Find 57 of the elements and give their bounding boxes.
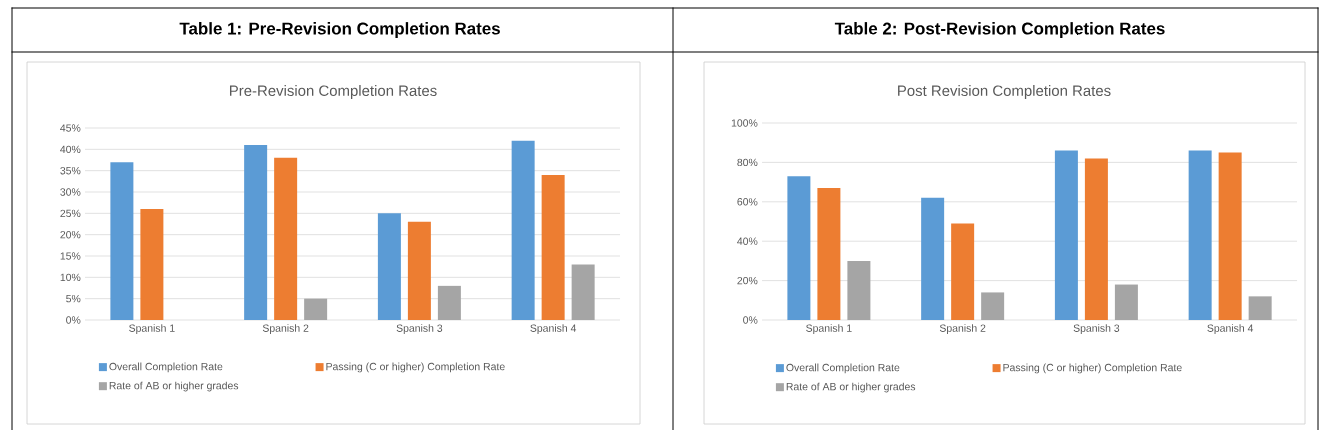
bar [140,209,164,320]
y-tick-label: 45% [60,124,81,132]
x-tick-label: Spanish 4 [1207,324,1254,334]
bar [981,292,1005,320]
bar [1248,296,1272,320]
legend-label: Passing (C or higher) Completion Rate [326,362,505,373]
bar [407,221,431,320]
y-tick-label: 60% [737,198,758,206]
y-tick-label: 15% [60,252,81,260]
y-tick-label: 40% [737,237,758,245]
chart-subtitle: Post Revision Completion Rates [898,85,1111,99]
legend-label: Rate of AB or higher grades [786,382,916,393]
legend-label: Passing (C or higher) Completion Rate [1003,363,1182,374]
y-tick-label: 20% [737,276,758,285]
bar [847,260,871,320]
bar [541,174,565,320]
x-tick-label: Spanish 3 [1073,324,1120,334]
x-tick-label: Spanish 1 [806,324,852,334]
x-tick-label: Spanish 2 [262,324,309,334]
bar [817,188,841,320]
y-tick-label: 0% [743,316,758,324]
bar [511,140,535,320]
bar [571,264,595,320]
legend-label: Overall Completion Rate [109,362,223,373]
bar [787,176,811,320]
bar [921,197,945,320]
bar [110,162,134,320]
chart-title: Table 1: Pre-Revision Completion Rates [179,22,500,38]
bar [304,298,328,320]
bar [1084,158,1108,320]
bar [244,145,268,320]
y-tick-label: 10% [60,273,81,282]
bar [1218,152,1242,320]
bar [1188,150,1212,320]
x-tick-label: Spanish 1 [129,324,175,334]
y-tick-label: 80% [737,158,758,167]
bar [274,157,298,320]
bar [377,213,401,320]
y-tick-label: 30% [60,188,81,196]
y-tick-label: 40% [60,145,81,154]
bar [437,285,461,320]
x-tick-label: Spanish 4 [530,324,577,334]
legend-label: Rate of AB or higher grades [109,381,239,392]
bar [951,223,975,320]
x-tick-label: Spanish 2 [939,324,986,334]
chart-subtitle: Pre-Revision Completion Rates [229,85,437,99]
x-tick-label: Spanish 3 [396,324,443,334]
y-tick-label: 5% [66,294,81,303]
y-tick-label: 25% [60,209,81,218]
chart-title: Table 2: Post-Revision Completion Rates [834,22,1165,38]
y-tick-label: 20% [60,230,81,239]
y-tick-label: 35% [60,166,81,175]
bar [1054,150,1078,320]
y-tick-label: 100% [731,119,758,127]
y-tick-label: 0% [66,316,81,324]
bar [1114,284,1138,320]
legend-label: Overall Completion Rate [786,363,900,374]
